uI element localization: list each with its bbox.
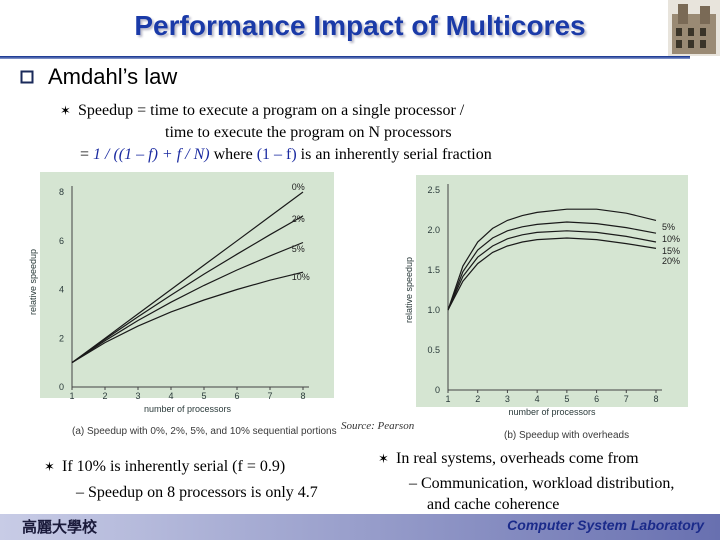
- chart-a-x-tick-label: 1: [69, 391, 74, 401]
- chart-b-x-tick-label: 7: [624, 394, 629, 404]
- chart-a-y-tick-label: 0: [59, 382, 64, 392]
- chart-b-y-tick-label: 0: [435, 385, 440, 395]
- chart-a-y-tick-label: 2: [59, 333, 64, 343]
- chart-a-series-label: 2%: [292, 214, 305, 224]
- chart-b-series-line: [447, 208, 657, 311]
- chart-b-y-tick-label: 0.5: [427, 345, 440, 355]
- chart-b-x-tick-label: 4: [535, 394, 540, 404]
- right-point-line-3: and cache coherence: [427, 496, 560, 513]
- chart-b-x-tick-label: 1: [445, 394, 450, 404]
- left-point-line-1: ✶ If 10% is inherently serial (f = 0.9): [44, 458, 286, 475]
- star-bullet-icon: ✶: [44, 459, 55, 474]
- chart-a-series-line: [71, 241, 304, 364]
- chart-b-series-label: 10%: [662, 234, 680, 244]
- chart-b-x-axis-title: number of processors: [508, 407, 596, 417]
- right-point-line-2: – Communication, workload distribution,: [409, 475, 675, 492]
- chart-b-y-tick-label: 2.5: [427, 185, 440, 195]
- chart-b-y-tick-label: 1.5: [427, 265, 440, 275]
- chart-b-x-tick-label: 6: [594, 394, 599, 404]
- chart-a-x-tick-label: 7: [267, 391, 272, 401]
- chart-a-y-axis-title: relative speedup: [28, 249, 38, 315]
- chart-a-x-tick-label: 3: [135, 391, 140, 401]
- chart-a-series-label: 5%: [292, 244, 305, 254]
- chart-speedup-sequential: 1 2 3 4 5 6 7 8 0 2 4 6 8 0% 2% 5% 10% number of processo…: [28, 172, 338, 440]
- chart-b-y-axis-title: relative speedup: [404, 257, 414, 323]
- university-building-icon: [668, 0, 720, 56]
- chart-b-series-label: 20%: [662, 256, 680, 266]
- chart-a-series-label: 0%: [292, 182, 305, 192]
- definition-line-1: ✶ Speedup = time to execute a program on…: [60, 102, 465, 119]
- definition-line-3: = 1 / ((1 – f) + f / N) where (1 – f) is…: [80, 146, 492, 163]
- chart-b-series-label: 5%: [662, 222, 675, 232]
- chart-a-y-tick-label: 8: [59, 187, 64, 197]
- chart-speedup-overheads: 1 2 3 4 5 6 7 8 0 0.5 1.0 1.5 2.0 2.5 5% 10% 15% 20% numbe…: [404, 172, 690, 444]
- footer-bar: [0, 514, 720, 540]
- chart-b-x-tick-label: 5: [564, 394, 569, 404]
- chart-b-y-tick-label: 2.0: [427, 225, 440, 235]
- chart-a-x-tick-label: 6: [234, 391, 239, 401]
- chart-a-x-tick-label: 5: [201, 391, 206, 401]
- definition-line-2: time to execute the program on N process…: [165, 124, 452, 141]
- chart-b-plot-area: [416, 175, 688, 407]
- chart-a-y-tick-label: 6: [59, 236, 64, 246]
- chart-b-series-label: 15%: [662, 246, 680, 256]
- star-bullet-icon: ✶: [378, 451, 389, 466]
- chart-b-caption: (b) Speedup with overheads: [504, 430, 629, 441]
- chart-a-y-tick-label: 4: [59, 285, 64, 295]
- footer-lab-name: Computer System Laboratory: [507, 517, 704, 533]
- title-divider: [0, 56, 690, 59]
- left-point-line-2: – Speedup on 8 processors is only 4.7: [76, 484, 318, 501]
- chart-a-series-label: 10%: [292, 272, 310, 282]
- section-heading: Amdahl’s law: [48, 64, 178, 89]
- star-bullet-icon: ✶: [60, 103, 71, 118]
- chart-a-series-line: [71, 271, 304, 364]
- chart-a-x-tick-label: 8: [300, 391, 305, 401]
- source-note: Source: Pearson: [341, 420, 415, 432]
- chart-a-series-line: [71, 215, 304, 364]
- chart-a-series-line: [71, 191, 304, 364]
- chart-b-x-tick-label: 2: [475, 394, 480, 404]
- chart-b-x-tick-label: 3: [505, 394, 510, 404]
- chart-a-x-tick-label: 4: [168, 391, 173, 401]
- chart-b-y-tick-label: 1.0: [427, 305, 440, 315]
- chart-a-x-tick-label: 2: [102, 391, 107, 401]
- chart-b-x-tick-label: 8: [653, 394, 658, 404]
- chart-a-caption: (a) Speedup with 0%, 2%, 5%, and 10% seq…: [72, 426, 337, 437]
- right-point-line-1: ✶ In real systems, overheads come from: [378, 450, 639, 467]
- square-bullet-icon: [20, 70, 34, 84]
- chart-b-series-line: [447, 230, 657, 311]
- page-title: Performance Impact of Multicores: [134, 10, 586, 41]
- chart-b-series-line: [447, 221, 657, 311]
- chart-b-series-line: [447, 237, 657, 311]
- footer-university-logo: 高麗大學校: [22, 520, 98, 536]
- chart-a-x-axis-title: number of processors: [144, 404, 232, 414]
